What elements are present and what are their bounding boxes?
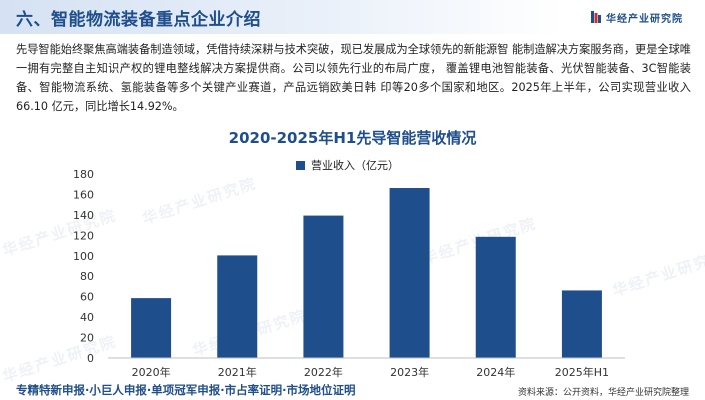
x-tick-label: 2025年H1 — [555, 365, 609, 379]
footer-source: 资料来源：公开资料，华经产业研究院整理 — [517, 388, 689, 398]
brand-logo-icon — [591, 11, 601, 23]
x-tick-label: 2023年 — [390, 365, 429, 379]
y-tick-label: 140 — [73, 209, 94, 222]
y-tick-label: 80 — [80, 270, 94, 283]
legend-label: 营业收入（亿元） — [311, 159, 399, 172]
header-bar: 六、智能物流装备重点企业介绍 华经产业研究院 — [0, 0, 705, 34]
bar — [561, 290, 602, 358]
footer-services: 专精特新申报·小巨人申报·单项冠军申报·市占率证明·市场地位证明 — [16, 383, 356, 397]
brand: 华经产业研究院 — [591, 10, 683, 25]
y-tick-label: 160 — [73, 188, 94, 201]
y-tick-label: 0 — [87, 352, 94, 365]
x-axis: 2020年 2021年 2022年 2023年 2024年 2025年H1 — [108, 357, 625, 379]
bar — [389, 188, 430, 358]
bar — [217, 255, 258, 358]
x-tick-label: 2020年 — [132, 365, 171, 379]
x-tick-label: 2024年 — [476, 365, 515, 379]
y-tick-label: 120 — [73, 229, 94, 242]
chart-legend: 营业收入（亿元） — [296, 157, 399, 173]
intro-paragraph: 先导智能始终聚焦高端装备制造领域，凭借持续深耕与技术突破，现已发展成为全球领先的… — [16, 43, 691, 113]
bar — [303, 215, 344, 358]
legend-swatch — [296, 160, 305, 170]
y-tick-label: 180 — [73, 168, 94, 181]
brand-name: 华经产业研究院 — [606, 13, 683, 25]
y-axis: 0 20 40 60 80 100 120 140 160 180 — [73, 168, 94, 365]
x-tick-label: 2022年 — [304, 365, 343, 379]
bar — [131, 298, 172, 358]
y-tick-label: 40 — [80, 311, 94, 324]
x-tick-label: 2021年 — [218, 365, 257, 379]
bar — [475, 236, 516, 358]
y-tick-label: 100 — [73, 250, 94, 263]
y-tick-label: 20 — [80, 332, 94, 345]
chart-title: 2020-2025年H1先导智能营收情况 — [228, 129, 477, 147]
y-tick-label: 60 — [80, 291, 94, 304]
section-title: 六、智能物流装备重点企业介绍 — [16, 10, 261, 30]
bars — [131, 188, 602, 358]
